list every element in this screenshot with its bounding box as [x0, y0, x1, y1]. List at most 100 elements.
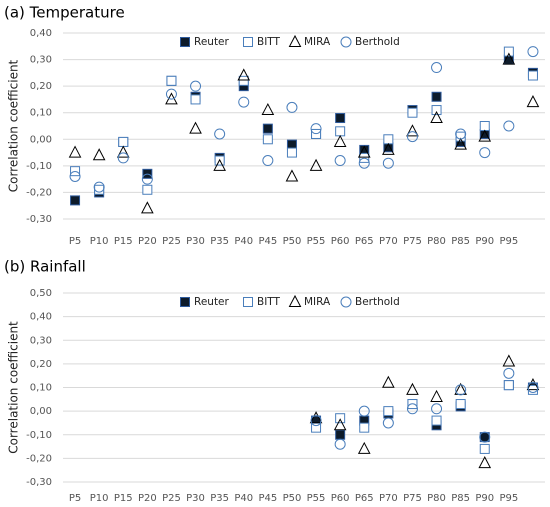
y-tick-label: 0,20	[30, 359, 52, 370]
data-point	[359, 422, 370, 433]
data-point	[431, 105, 442, 116]
data-point	[286, 101, 298, 113]
x-tick-label: P10	[90, 236, 109, 247]
data-point	[70, 195, 81, 206]
x-tick-label: P25	[162, 236, 181, 247]
data-point	[165, 88, 177, 100]
y-tick-label: 0,10	[30, 383, 52, 394]
data-point	[190, 94, 201, 105]
x-tick-label: P95	[499, 493, 518, 504]
data-point	[93, 181, 105, 193]
data-point	[407, 107, 418, 118]
x-tick-label: P55	[307, 493, 326, 504]
x-tick-label: P45	[258, 493, 277, 504]
data-point	[310, 123, 322, 135]
data-point	[334, 155, 346, 167]
y-tick-label: 0,20	[30, 81, 52, 92]
data-point	[382, 157, 394, 169]
data-point	[309, 411, 323, 424]
x-tick-label: P10	[90, 493, 109, 504]
data-point	[286, 147, 297, 158]
data-point	[190, 80, 202, 92]
chart-title: (a) Temperature	[4, 4, 125, 22]
x-tick-label: P35	[210, 236, 229, 247]
legend-marker	[180, 297, 190, 307]
x-tick-label: P30	[186, 236, 205, 247]
data-point	[479, 147, 491, 159]
data-point	[383, 134, 394, 145]
data-point	[141, 173, 153, 185]
data-point	[503, 120, 515, 132]
legend-marker	[288, 294, 302, 307]
y-tick-label: -0,30	[26, 214, 52, 225]
data-point	[479, 443, 490, 454]
chart-title: (b) Rainfall	[4, 258, 86, 276]
data-point	[382, 375, 395, 388]
data-point	[166, 75, 177, 86]
data-point	[455, 128, 467, 140]
x-tick-label: P50	[283, 236, 302, 247]
data-point	[358, 405, 370, 417]
x-tick-label: P80	[427, 236, 446, 247]
legend-label: MIRA	[304, 36, 331, 48]
x-tick-label: P40	[234, 236, 253, 247]
y-tick-label: 0,30	[30, 335, 52, 346]
data-point	[333, 134, 347, 147]
y-tick-label: 0,00	[30, 406, 52, 417]
data-point	[431, 62, 443, 74]
data-point	[116, 145, 130, 158]
data-point	[526, 95, 540, 108]
y-tick-label: 0,40	[30, 312, 52, 323]
x-tick-label: P60	[331, 493, 350, 504]
data-point	[431, 415, 442, 426]
x-tick-label: P15	[114, 493, 133, 504]
x-tick-label: P5	[69, 493, 81, 504]
y-tick-label: 0,50	[30, 288, 52, 299]
data-point	[142, 184, 153, 195]
x-tick-label: P20	[138, 236, 157, 247]
data-point	[503, 46, 514, 57]
x-tick-label: P15	[114, 236, 133, 247]
legend-label: BITT	[257, 296, 281, 308]
data-point	[68, 145, 82, 158]
data-point	[335, 413, 346, 424]
data-point	[358, 157, 370, 169]
data-point	[141, 201, 154, 214]
data-point	[334, 438, 346, 450]
data-point	[285, 169, 299, 182]
x-tick-label: P80	[427, 493, 446, 504]
data-point	[478, 456, 492, 469]
x-tick-label: P60	[331, 236, 350, 247]
data-point	[382, 142, 395, 155]
data-point	[478, 129, 492, 142]
data-point	[431, 403, 443, 415]
x-tick-label: P85	[451, 493, 470, 504]
y-axis-label: Correlation coefficient	[7, 59, 21, 192]
legend-label: Berthold	[355, 36, 400, 48]
data-point	[455, 399, 466, 410]
data-point	[527, 46, 539, 58]
y-tick-label: 0,40	[30, 28, 52, 39]
x-tick-label: P95	[499, 236, 518, 247]
data-point	[238, 75, 249, 86]
legend-label: Reuter	[194, 296, 230, 308]
data-point	[406, 124, 419, 137]
x-tick-label: P75	[403, 236, 422, 247]
data-point	[406, 382, 419, 395]
data-point	[406, 131, 418, 143]
data-point	[357, 145, 371, 158]
legend-marker	[340, 296, 352, 308]
x-tick-label: P40	[234, 493, 253, 504]
x-tick-label: P35	[210, 493, 229, 504]
legend-marker	[243, 37, 253, 47]
legend-label: Reuter	[194, 36, 230, 48]
x-tick-label: P85	[451, 236, 470, 247]
data-point	[335, 126, 346, 137]
y-axis-label: Correlation coefficient	[7, 321, 21, 454]
data-point	[502, 52, 516, 65]
x-tick-label: P45	[258, 236, 277, 247]
y-tick-label: -0,20	[26, 187, 52, 198]
x-tick-label: P70	[379, 493, 398, 504]
data-point	[69, 170, 81, 182]
